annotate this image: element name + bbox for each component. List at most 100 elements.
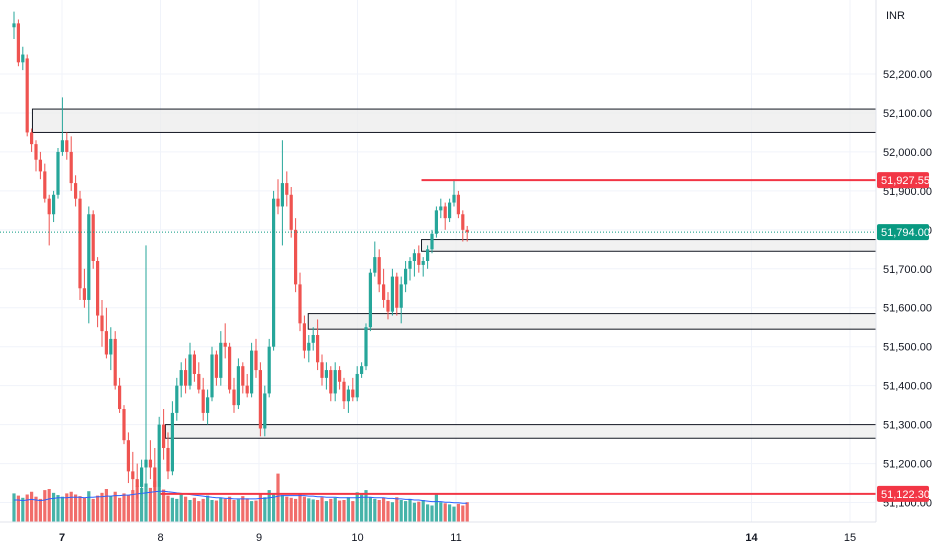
volume-bar xyxy=(390,502,394,522)
volume-bar xyxy=(346,497,350,522)
price-tick-label: 51,300.00 xyxy=(883,420,932,432)
price-axis-ticks: 52,200.0052,100.0052,000.0051,900.0051,8… xyxy=(883,69,932,510)
candle-body xyxy=(263,393,267,429)
volume-bar xyxy=(373,498,377,522)
volume-bar xyxy=(377,500,381,522)
volume-bar xyxy=(197,501,201,522)
volume-bar xyxy=(228,496,232,522)
volume-bar xyxy=(96,495,100,522)
volume-bar xyxy=(448,504,452,522)
volume-bar xyxy=(135,485,139,522)
date-label: 8 xyxy=(157,532,163,544)
candle-body xyxy=(232,389,236,406)
candle-body xyxy=(104,331,108,355)
candle-body xyxy=(69,151,73,184)
volume-bar xyxy=(316,500,320,522)
volume-bar xyxy=(113,491,117,522)
volume-bar xyxy=(126,495,130,522)
zone-rectangle[interactable] xyxy=(307,313,877,330)
candle-body xyxy=(135,479,139,487)
volume-bar xyxy=(404,501,408,522)
volume-bar xyxy=(399,500,403,522)
candle-body xyxy=(153,467,157,487)
volume-bar xyxy=(241,496,245,522)
volume-bar xyxy=(434,494,438,522)
candle-body xyxy=(223,342,227,347)
volume-bar xyxy=(140,487,144,522)
volume-bars xyxy=(12,473,469,522)
candle-body xyxy=(140,467,144,487)
volume-bar xyxy=(342,500,346,522)
candle-body xyxy=(280,183,284,207)
candle-body xyxy=(386,299,390,312)
candle-body xyxy=(60,140,64,152)
candle-body xyxy=(179,370,183,386)
zone-rectangle[interactable] xyxy=(164,424,877,439)
time-axis-labels: 789101114151617 xyxy=(59,532,856,544)
candle-body xyxy=(210,354,214,398)
volume-bar xyxy=(43,490,47,522)
candle-body xyxy=(82,288,86,300)
volume-bar xyxy=(82,497,86,522)
price-scale-background[interactable] xyxy=(876,0,932,550)
candle-body xyxy=(78,198,82,289)
current-price-badge-label: 51,794.00 xyxy=(881,227,930,239)
candle-body xyxy=(342,381,346,402)
date-label: 7 xyxy=(59,532,65,544)
volume-bar xyxy=(294,498,298,522)
volume-bar xyxy=(368,497,372,522)
candle-body xyxy=(368,272,372,328)
time-scale-background[interactable] xyxy=(0,522,932,550)
candle-body xyxy=(206,397,210,413)
volume-bar xyxy=(329,498,333,522)
volume-bar xyxy=(16,495,20,522)
candle-body xyxy=(236,366,240,406)
candle-body xyxy=(12,23,16,28)
volume-bar xyxy=(69,491,73,522)
candle-body xyxy=(43,171,47,199)
candle-body xyxy=(324,370,328,378)
volume-bar xyxy=(162,489,166,522)
candle-body xyxy=(307,342,311,351)
date-label: 15 xyxy=(844,532,856,544)
volume-bar xyxy=(219,497,223,522)
price-tick-label: 51,900.00 xyxy=(883,186,932,198)
currency-label[interactable]: INR xyxy=(886,10,905,22)
candle-body xyxy=(91,214,95,261)
volume-bar xyxy=(360,494,364,522)
candle-body xyxy=(241,366,245,386)
candle-body xyxy=(219,342,223,378)
supply-demand-zones[interactable] xyxy=(31,108,877,439)
volume-bar xyxy=(412,502,416,522)
candle-body xyxy=(333,370,337,394)
candle-body xyxy=(338,370,342,382)
candle-body xyxy=(390,276,394,312)
candle-body xyxy=(170,412,174,472)
price-tick-label: 52,000.00 xyxy=(883,147,932,159)
candle-body xyxy=(188,354,192,386)
zone-rectangle[interactable] xyxy=(421,239,877,252)
candle-body xyxy=(131,471,135,480)
candle-body xyxy=(426,249,430,261)
volume-bar xyxy=(78,496,82,522)
candle-body xyxy=(118,385,122,410)
price-tick-label: 52,100.00 xyxy=(883,108,932,120)
volume-bar xyxy=(254,500,258,522)
candle-body xyxy=(329,370,333,394)
price-tick-label: 51,500.00 xyxy=(883,342,932,354)
volume-bar xyxy=(25,494,29,522)
horizontal-levels[interactable] xyxy=(160,179,877,495)
volume-bar xyxy=(170,497,174,522)
volume-bar xyxy=(30,491,34,522)
price-badges: 51,927.55 51,122.30 51,794.00 xyxy=(877,172,930,502)
candle-body xyxy=(448,202,452,219)
volume-bar xyxy=(34,496,38,522)
candle-body xyxy=(452,194,456,203)
zone-rectangle[interactable] xyxy=(31,108,877,133)
volume-bar xyxy=(272,493,276,522)
volume-bar xyxy=(201,498,205,522)
volume-bar xyxy=(214,500,218,522)
candle-body xyxy=(254,350,258,371)
candle-body xyxy=(21,54,25,63)
